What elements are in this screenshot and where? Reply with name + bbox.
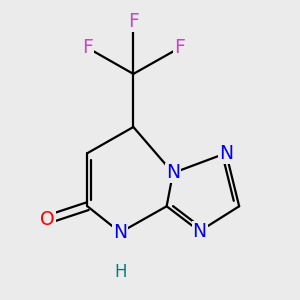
Text: F: F bbox=[174, 38, 185, 57]
Text: F: F bbox=[128, 12, 139, 31]
Text: N: N bbox=[166, 164, 180, 182]
Text: N: N bbox=[219, 144, 233, 163]
Text: F: F bbox=[82, 38, 93, 57]
Text: O: O bbox=[40, 210, 55, 229]
Text: N: N bbox=[113, 223, 127, 242]
Text: H: H bbox=[114, 263, 127, 281]
Text: N: N bbox=[193, 222, 207, 241]
